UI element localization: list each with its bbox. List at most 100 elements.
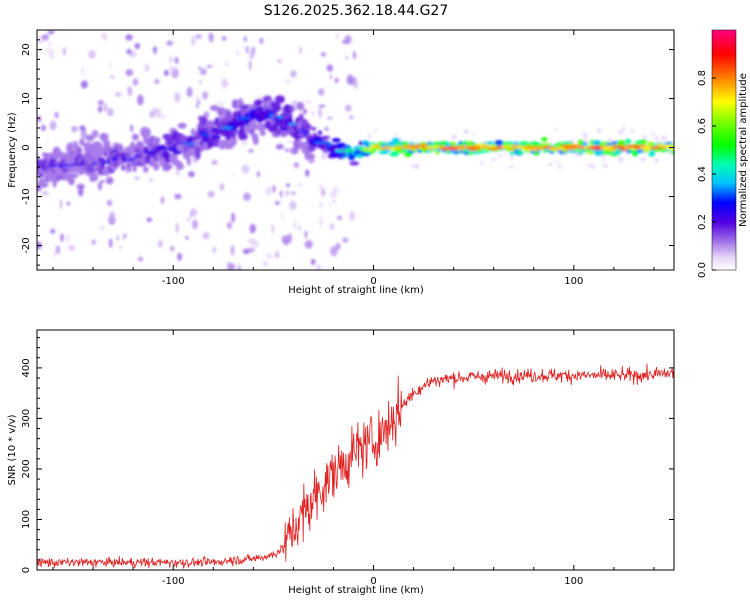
noise-blob [80, 128, 87, 140]
noise-blob [243, 192, 251, 201]
ridge-core [124, 158, 136, 161]
noise-blob [169, 245, 175, 252]
ridge-blob [541, 137, 548, 142]
noise-blob [187, 171, 195, 178]
ridge-blob [331, 138, 341, 143]
noise-blob [63, 47, 66, 56]
ridge-core [657, 144, 667, 147]
ridge-blob [670, 149, 674, 155]
noise-blob [607, 138, 614, 142]
ridge-core [668, 147, 674, 150]
ridge-blob [126, 166, 132, 173]
noise-blob [277, 59, 282, 64]
ridge-blob [187, 147, 197, 157]
x-tick-label: -100 [162, 576, 185, 587]
y-tick-label: 400 [21, 358, 32, 377]
x-tick-label: 100 [564, 576, 583, 587]
noise-blob [279, 190, 283, 198]
noise-blob [341, 40, 347, 44]
ridge-blob [310, 127, 317, 131]
noise-blob [146, 217, 152, 223]
ridge-core [238, 116, 251, 120]
ridge-core [299, 131, 310, 134]
noise-blob [155, 108, 162, 118]
noise-blob [99, 225, 105, 231]
noise-blob [237, 264, 241, 270]
noise-blob [109, 211, 115, 222]
ridge-blob [207, 120, 215, 130]
ridge-blob [128, 144, 137, 155]
noise-blob [154, 78, 160, 85]
ridge-blob [305, 123, 312, 130]
noise-blob [109, 75, 115, 79]
noise-blob [245, 45, 249, 54]
noise-blob [149, 177, 153, 182]
noise-blob [132, 78, 139, 86]
noise-blob [334, 78, 339, 83]
y-tick-label: 0 [21, 567, 32, 573]
snr-series-line [37, 363, 674, 569]
noise-blob [582, 132, 588, 138]
ridge-core [405, 144, 414, 147]
ridge-blob [392, 137, 400, 143]
noise-blob [160, 114, 167, 120]
ridge-blob [308, 153, 315, 160]
noise-blob [320, 52, 326, 57]
noise-blob [411, 163, 414, 169]
noise-blob [332, 186, 339, 195]
noise-blob [212, 246, 216, 254]
noise-blob [221, 36, 227, 41]
noise-blob [299, 46, 302, 55]
x-tick-label: 0 [370, 576, 376, 587]
noise-blob [557, 164, 563, 169]
noise-blob [41, 190, 49, 196]
ridge-blob [358, 140, 363, 146]
noise-blob [137, 256, 144, 262]
ridge-blob [433, 141, 441, 147]
noise-blob [310, 258, 316, 266]
noise-blob [107, 108, 114, 117]
noise-blob [285, 190, 290, 196]
noise-blob [119, 245, 122, 251]
ridge-blob [76, 183, 85, 189]
ridge-blob [105, 176, 114, 185]
noise-blob [134, 176, 140, 180]
ridge-blob [175, 162, 184, 170]
noise-blob [195, 95, 200, 102]
ridge-blob [111, 161, 121, 167]
ridge-core [277, 116, 284, 119]
noise-blob [617, 156, 624, 162]
noise-blob [79, 125, 86, 131]
ridge-blob [449, 141, 457, 146]
noise-blob [66, 201, 71, 206]
y-tick-label: 10 [21, 92, 32, 105]
noise-blob [216, 101, 225, 106]
noise-blob [169, 66, 177, 71]
ridge-blob [612, 151, 621, 155]
noise-blob [321, 152, 327, 161]
spectrogram-frame [36, 29, 675, 271]
y-tick-label: 20 [21, 43, 32, 56]
noise-blob [318, 107, 322, 119]
ridge-core [201, 133, 210, 137]
ridge-blob [256, 122, 267, 132]
noise-blob [590, 163, 595, 169]
noise-blob [157, 240, 163, 248]
noise-blob [286, 183, 290, 188]
ridge-blob [533, 151, 540, 156]
noise-blob [290, 70, 297, 78]
noise-blob [226, 263, 235, 270]
noise-blob [345, 56, 349, 60]
noise-blob [59, 199, 63, 210]
noise-blob [281, 235, 285, 244]
ridge-blob [302, 108, 308, 115]
noise-blob [661, 135, 667, 141]
noise-blob [497, 154, 502, 157]
noise-blob [97, 181, 102, 191]
colorbar-tick-label: 0.8 [697, 70, 708, 86]
noise-blob [195, 34, 202, 39]
ridge-blob [194, 149, 201, 160]
noise-blob [621, 126, 625, 132]
noise-blob [175, 222, 179, 233]
